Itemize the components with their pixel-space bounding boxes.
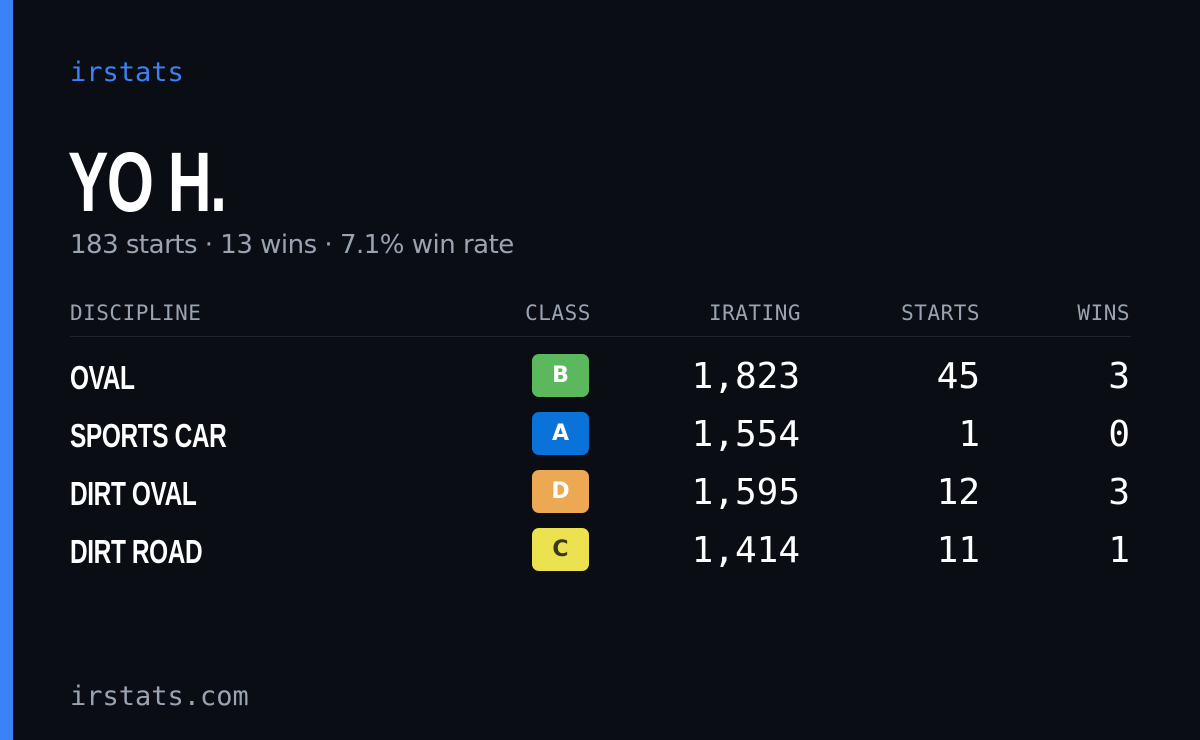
wins-value: 3: [1108, 356, 1130, 397]
wins-value: 0: [1108, 414, 1130, 455]
header-irating: IRATING: [708, 301, 801, 325]
table-row: SPORTS CAR A 1,554 1 0: [70, 394, 1131, 455]
footer-site-url: irstats.com: [70, 681, 249, 712]
table-header: DISCIPLINE CLASS IRATING STARTS WINS: [70, 298, 1131, 337]
irating-value: 1,554: [691, 414, 800, 455]
irating-value: 1,414: [691, 530, 800, 571]
table-row: DIRT ROAD C 1,414 11 1: [70, 510, 1131, 571]
header-starts: STARTS: [901, 301, 980, 325]
header-discipline: DISCIPLINE: [70, 301, 202, 325]
accent-bar: [0, 0, 13, 740]
discipline-name: DIRT ROAD: [70, 533, 203, 570]
wins-value: 1: [1108, 530, 1130, 571]
header-wins: WINS: [1077, 301, 1130, 325]
starts-value: 45: [936, 356, 980, 397]
license-class-badge: D: [532, 470, 589, 513]
wins-value: 3: [1108, 472, 1130, 513]
license-class-badge: B: [532, 354, 589, 397]
brand-logo-text: irstats: [70, 57, 184, 88]
starts-value: 1: [958, 414, 980, 455]
table-row: OVAL B 1,823 45 3: [70, 336, 1131, 397]
table-row: DIRT OVAL D 1,595 12 3: [70, 452, 1131, 513]
header-class: CLASS: [525, 301, 591, 325]
irating-value: 1,595: [691, 472, 800, 513]
driver-summary: 183 starts · 13 wins · 7.1% win rate: [70, 230, 514, 260]
discipline-name: SPORTS CAR: [70, 417, 227, 454]
stats-table: DISCIPLINE CLASS IRATING STARTS WINS OVA…: [70, 298, 1131, 571]
starts-value: 12: [936, 472, 980, 513]
license-class-badge: C: [532, 528, 589, 571]
starts-value: 11: [936, 530, 980, 571]
driver-name: YO H.: [68, 135, 227, 229]
license-class-badge: A: [532, 412, 589, 455]
discipline-name: DIRT OVAL: [70, 475, 197, 512]
irating-value: 1,823: [691, 356, 800, 397]
discipline-name: OVAL: [70, 359, 135, 396]
